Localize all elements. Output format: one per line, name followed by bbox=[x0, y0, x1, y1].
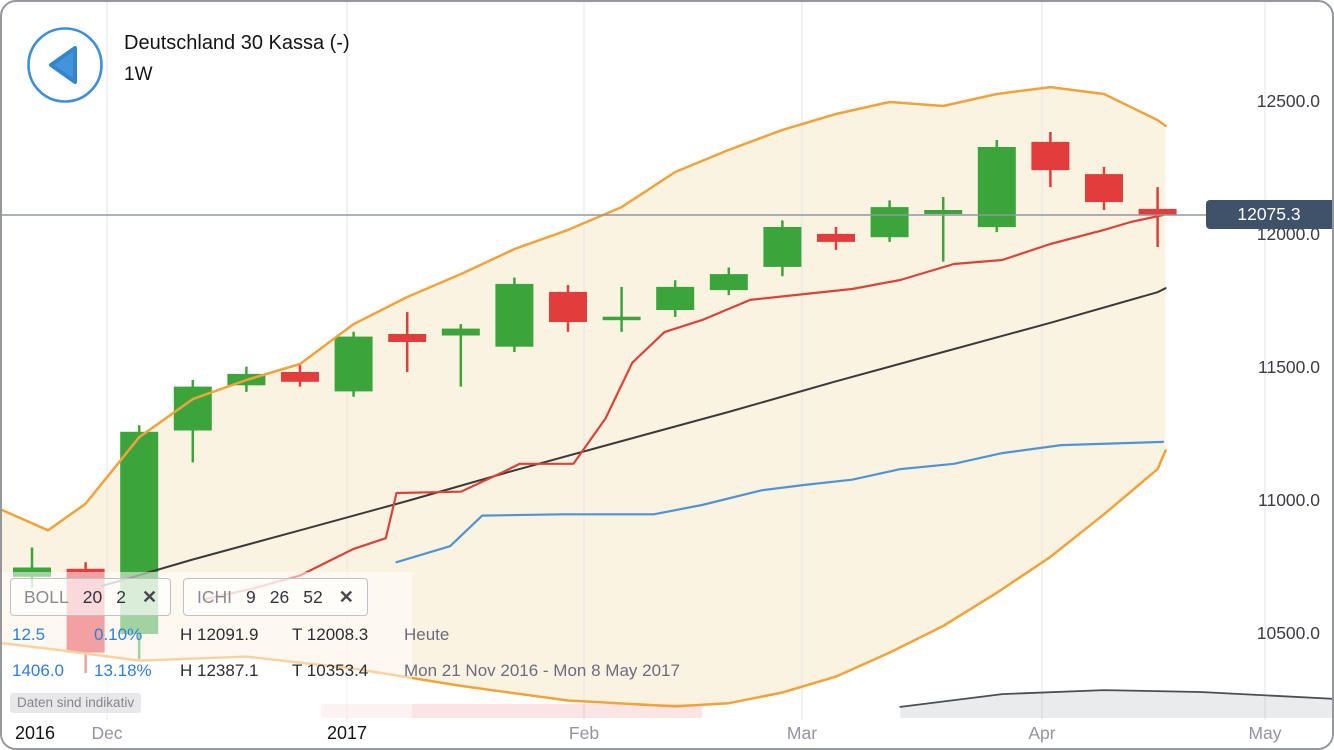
time-axis-strip bbox=[2, 720, 1332, 748]
candlestick bbox=[1085, 166, 1123, 210]
candle-body bbox=[977, 147, 1016, 228]
info-row: 1406.0 13.18% H 12387.1 T 10353.4 Mon 21 Nov… bbox=[2, 661, 902, 683]
disclaimer-text: Daten sind indikativ bbox=[10, 693, 142, 713]
candle-body bbox=[334, 336, 373, 392]
candlestick bbox=[495, 277, 534, 352]
candlestick bbox=[602, 286, 641, 332]
candlestick bbox=[709, 267, 748, 296]
senkou-b-line bbox=[899, 689, 1332, 708]
candle-body bbox=[924, 210, 963, 214]
change-value: 1406.0 bbox=[12, 661, 64, 680]
candle-body bbox=[817, 233, 855, 242]
period-high: H 12091.9 bbox=[180, 625, 259, 644]
candlestick bbox=[334, 331, 373, 397]
change-value: 12.5 bbox=[12, 625, 46, 644]
period-high: H 12387.1 bbox=[180, 661, 259, 680]
indicator-param: 26 bbox=[269, 586, 290, 607]
candlestick bbox=[817, 227, 855, 250]
current-price-value: 12075.3 bbox=[1237, 204, 1301, 224]
candle-body bbox=[709, 274, 748, 291]
candle-body bbox=[763, 227, 802, 267]
candle-body bbox=[870, 207, 909, 238]
boll-upper-line bbox=[2, 85, 1167, 532]
close-icon[interactable]: ✕ bbox=[338, 586, 354, 607]
chart-header: Deutschland 30 Kassa (-) 1W bbox=[2, 2, 462, 112]
indicator-name: BOLL bbox=[24, 586, 69, 607]
tenkan-line bbox=[202, 213, 1165, 601]
candlestick bbox=[441, 324, 480, 387]
period-label: Heute bbox=[404, 625, 450, 644]
time-axis-label: 2016 bbox=[14, 723, 56, 743]
indicator-param: 52 bbox=[303, 586, 323, 607]
candle-body bbox=[1031, 141, 1070, 171]
indicator-param: 2 bbox=[116, 586, 126, 607]
change-percent: 0.10% bbox=[94, 625, 143, 644]
instrument-title: Deutschland 30 Kassa (-) bbox=[124, 32, 350, 54]
candle-body bbox=[495, 283, 534, 347]
candle-body bbox=[1138, 208, 1177, 215]
indicator-param: 20 bbox=[82, 586, 103, 607]
candlestick bbox=[388, 312, 427, 372]
kijun-line bbox=[395, 440, 1165, 564]
ichimoku-red-cloud-fill bbox=[321, 704, 702, 718]
boll-mid-line bbox=[100, 287, 1167, 588]
candle-body bbox=[13, 567, 51, 577]
back-arrow-icon bbox=[27, 27, 103, 103]
time-axis-label: Dec bbox=[91, 723, 123, 743]
indicator-param: 9 bbox=[246, 586, 256, 607]
timeframe-label[interactable]: 1W bbox=[124, 64, 153, 85]
ichimoku-gray-cloud-fill bbox=[900, 690, 1332, 718]
close-icon[interactable]: ✕ bbox=[141, 586, 158, 607]
indicator-chips: BOLL 20 2 ✕ ICHI 9 26 52 ✕ bbox=[10, 578, 368, 616]
candle-body bbox=[388, 334, 427, 342]
indicator-name: ICHI bbox=[197, 586, 233, 607]
candle-body bbox=[602, 316, 641, 321]
period-low: T 10353.4 bbox=[292, 661, 369, 680]
period-label: Mon 21 Nov 2016 - Mon 8 May 2017 bbox=[404, 661, 680, 680]
indicator-chip-boll[interactable]: BOLL 20 2 ✕ bbox=[10, 578, 172, 616]
change-percent: 13.18% bbox=[94, 661, 152, 680]
time-axis-label: Mar bbox=[786, 723, 818, 743]
candlestick bbox=[977, 140, 1016, 233]
candle-body bbox=[549, 291, 587, 322]
time-axis-label: May bbox=[1248, 723, 1282, 743]
info-row: 12.5 0.10% H 12091.9 T 12008.3 Heute bbox=[2, 625, 902, 647]
candlestick bbox=[924, 197, 963, 262]
candle-body bbox=[281, 372, 319, 382]
candle-body bbox=[1085, 174, 1123, 202]
candlestick bbox=[656, 280, 695, 317]
indicator-chip-ichi[interactable]: ICHI 9 26 52 ✕ bbox=[183, 578, 368, 616]
period-low: T 12008.3 bbox=[292, 625, 369, 644]
candlestick bbox=[549, 285, 587, 332]
candle-body bbox=[441, 328, 480, 336]
time-axis-label: 2017 bbox=[326, 723, 368, 743]
candlestick bbox=[1031, 132, 1070, 188]
time-axis-label: Feb bbox=[568, 723, 600, 743]
candlestick bbox=[763, 220, 802, 277]
time-axis-label: Apr bbox=[1028, 723, 1056, 743]
candle-body bbox=[656, 286, 695, 310]
candlestick bbox=[281, 364, 319, 387]
back-button[interactable] bbox=[26, 26, 104, 104]
current-price-tag: 12075.3 bbox=[1206, 200, 1332, 229]
candlestick bbox=[870, 200, 909, 242]
